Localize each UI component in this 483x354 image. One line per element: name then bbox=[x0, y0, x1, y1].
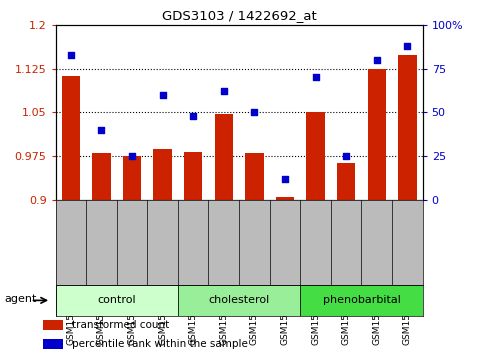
Bar bbox=[178, 285, 300, 316]
Point bbox=[281, 176, 289, 182]
Bar bbox=[56, 285, 178, 316]
Bar bbox=[368, 69, 386, 200]
Point bbox=[67, 52, 75, 57]
Point bbox=[403, 43, 411, 48]
Point bbox=[251, 110, 258, 115]
Bar bbox=[245, 153, 264, 200]
Bar bbox=[337, 163, 355, 200]
Point bbox=[312, 75, 319, 80]
Point bbox=[220, 88, 227, 94]
Bar bbox=[62, 76, 80, 200]
Bar bbox=[154, 149, 172, 200]
Point bbox=[128, 153, 136, 159]
Bar bbox=[43, 320, 63, 330]
Text: agent: agent bbox=[5, 293, 37, 304]
Point bbox=[98, 127, 105, 133]
Text: transformed count: transformed count bbox=[72, 320, 170, 330]
Bar bbox=[300, 285, 423, 316]
Bar bbox=[184, 152, 202, 200]
Bar bbox=[306, 112, 325, 200]
Point bbox=[189, 113, 197, 119]
Bar bbox=[43, 339, 63, 349]
Text: percentile rank within the sample: percentile rank within the sample bbox=[72, 339, 248, 349]
Title: GDS3103 / 1422692_at: GDS3103 / 1422692_at bbox=[162, 9, 316, 22]
Point bbox=[342, 153, 350, 159]
Bar bbox=[123, 156, 141, 200]
Bar bbox=[398, 55, 416, 200]
Point bbox=[159, 92, 167, 98]
Text: control: control bbox=[98, 295, 136, 306]
Text: phenobarbital: phenobarbital bbox=[323, 295, 400, 306]
Bar bbox=[214, 114, 233, 200]
Point bbox=[373, 57, 381, 63]
Bar bbox=[92, 153, 111, 200]
Text: cholesterol: cholesterol bbox=[209, 295, 270, 306]
Bar bbox=[276, 197, 294, 200]
